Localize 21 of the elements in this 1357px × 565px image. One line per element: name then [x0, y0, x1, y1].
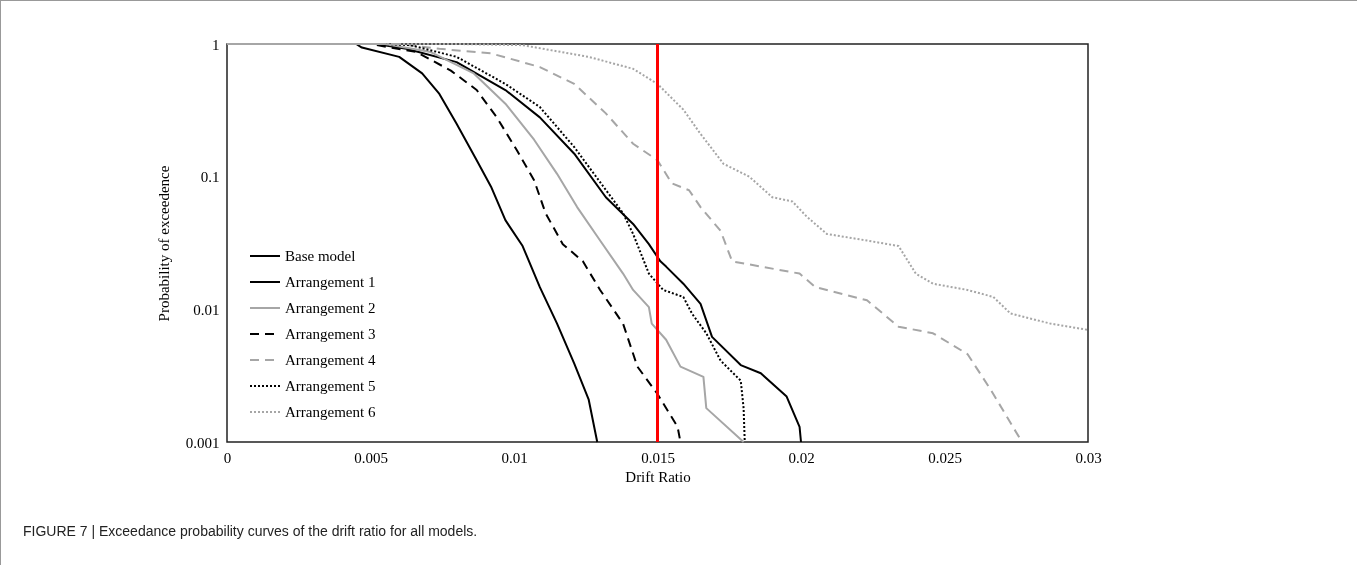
y-tick-label: 0.01 — [193, 301, 220, 318]
y-axis-title: Probability of exceedence — [155, 165, 172, 322]
y-tick-label: 0.001 — [185, 434, 220, 451]
x-tick-label: 0.015 — [641, 449, 675, 466]
x-tick-label: 0.005 — [354, 449, 388, 466]
legend-label: Arrangement 6 — [285, 404, 376, 420]
legend-label: Arrangement 1 — [285, 274, 376, 290]
legend-label: Arrangement 3 — [285, 326, 376, 342]
legend-label: Arrangement 4 — [285, 352, 376, 368]
x-tick-label: 0.02 — [788, 449, 815, 466]
legend-label: Arrangement 5 — [285, 378, 376, 394]
y-tick-label: 0.1 — [200, 169, 220, 186]
x-tick-label: 0.01 — [501, 449, 528, 466]
x-tick-label: 0.025 — [928, 449, 962, 466]
x-axis-title: Drift Ratio — [625, 468, 691, 485]
legend-label: Arrangement 2 — [285, 300, 376, 316]
legend-label: Base model — [285, 248, 356, 264]
x-tick-label: 0 — [223, 449, 232, 466]
caption: FIGURE 7 | Exceedance probability curves of the drift ratio for all models. — [23, 523, 478, 539]
x-tick-label: 0.03 — [1075, 449, 1102, 466]
y-tick-label: 1 — [212, 36, 220, 53]
